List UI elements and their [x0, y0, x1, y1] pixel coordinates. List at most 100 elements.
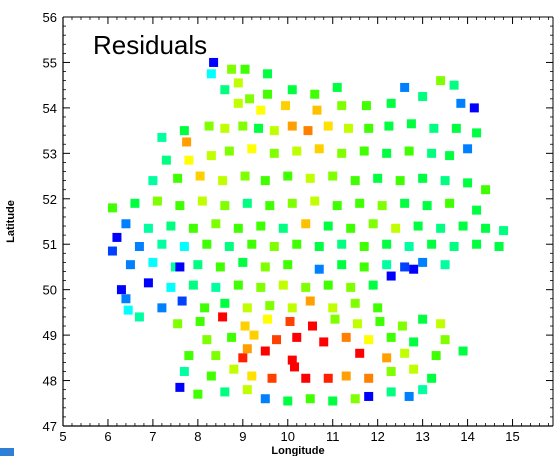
data-point	[350, 394, 360, 404]
data-point	[397, 321, 407, 331]
data-point	[328, 396, 338, 406]
data-point	[148, 176, 158, 186]
data-point	[269, 148, 279, 158]
data-point	[431, 351, 441, 361]
data-point	[384, 121, 394, 131]
data-point	[242, 385, 252, 395]
data-point	[233, 223, 243, 233]
y-tick-label: 49	[43, 328, 57, 343]
x-tick-label: 8	[194, 429, 201, 444]
data-point	[290, 362, 300, 372]
data-point	[332, 201, 342, 211]
data-point	[436, 319, 446, 329]
data-point	[227, 64, 237, 74]
data-point	[400, 262, 410, 272]
data-point	[429, 123, 439, 133]
y-tick-label: 52	[43, 192, 57, 207]
data-point	[481, 223, 491, 233]
data-point	[265, 301, 275, 311]
data-point	[364, 335, 374, 345]
data-point	[188, 280, 198, 290]
data-point	[451, 123, 461, 133]
chart-title: Residuals	[93, 30, 207, 60]
data-point	[440, 260, 450, 270]
data-point	[112, 232, 122, 242]
data-point	[418, 173, 428, 183]
data-point	[287, 85, 297, 95]
data-point	[406, 119, 416, 129]
data-point	[134, 312, 144, 322]
data-point	[184, 155, 194, 165]
data-point	[440, 176, 450, 186]
data-point	[179, 366, 189, 376]
tick-marks	[62, 16, 553, 427]
x-tick-label: 15	[505, 429, 519, 444]
data-point	[359, 241, 369, 251]
data-point	[303, 126, 313, 136]
x-tick-label: 11	[326, 429, 340, 444]
data-point	[292, 239, 302, 249]
data-point	[202, 335, 212, 345]
data-point	[386, 271, 396, 281]
data-point	[143, 278, 153, 288]
data-point	[343, 123, 353, 133]
data-point	[224, 146, 234, 156]
plot-frame	[62, 16, 554, 427]
data-point	[202, 239, 212, 249]
data-point	[337, 260, 347, 270]
data-point	[182, 137, 192, 147]
data-point	[211, 282, 221, 292]
data-point	[368, 219, 378, 229]
data-point	[134, 241, 144, 251]
data-point	[418, 92, 428, 102]
data-point	[287, 121, 297, 131]
data-point	[301, 373, 311, 383]
y-tick-label: 51	[43, 237, 57, 252]
data-point	[456, 98, 466, 108]
data-point	[175, 262, 185, 272]
y-tick-label: 53	[43, 146, 57, 161]
data-point	[269, 241, 279, 251]
data-point	[436, 76, 446, 86]
data-point	[157, 132, 167, 142]
data-point	[418, 314, 428, 324]
data-point	[350, 176, 360, 186]
data-point	[359, 146, 369, 156]
data-point	[227, 332, 237, 342]
data-point	[220, 201, 230, 211]
x-tick-label: 5	[59, 429, 66, 444]
data-point	[382, 148, 392, 158]
data-point	[242, 198, 252, 208]
x-tick-label: 9	[239, 429, 246, 444]
data-point	[166, 221, 176, 231]
data-point	[400, 82, 410, 92]
data-point	[263, 89, 273, 99]
y-tick-label: 48	[43, 374, 57, 389]
data-point	[220, 85, 230, 95]
data-point	[173, 319, 183, 329]
data-point	[193, 260, 203, 270]
data-point	[283, 260, 293, 270]
data-point	[173, 173, 183, 183]
data-point	[157, 303, 167, 313]
data-point	[427, 239, 437, 249]
data-point	[247, 239, 257, 249]
y-tick-label: 55	[43, 55, 57, 70]
data-point	[305, 173, 315, 183]
data-point	[323, 121, 333, 131]
data-point	[107, 246, 117, 256]
data-point	[220, 387, 230, 397]
data-point	[337, 148, 347, 158]
data-point	[233, 280, 243, 290]
data-point	[386, 387, 396, 397]
data-point	[400, 348, 410, 358]
data-point	[256, 105, 266, 115]
data-point	[364, 373, 374, 383]
data-point	[179, 241, 189, 251]
x-tick-label: 10	[281, 429, 295, 444]
data-point	[310, 89, 320, 99]
data-point	[323, 221, 333, 231]
data-point	[240, 171, 250, 181]
data-point	[287, 355, 297, 365]
data-point	[256, 221, 266, 231]
